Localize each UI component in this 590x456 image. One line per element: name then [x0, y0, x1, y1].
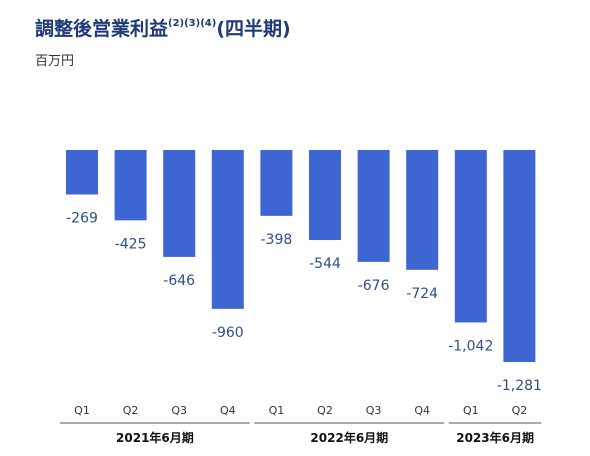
title-footnote-refs: (2)(3)(4): [168, 18, 217, 29]
period-label: 2022年6月期: [310, 430, 388, 445]
data-label: -544: [309, 256, 341, 272]
bar: [357, 150, 390, 262]
data-label: -724: [406, 286, 438, 302]
bar: [163, 150, 196, 257]
x-tick-label: Q1: [74, 404, 90, 417]
period-label: 2023年6月期: [456, 430, 534, 445]
bar: [211, 150, 244, 309]
x-tick-label: Q2: [512, 404, 528, 417]
bar: [114, 150, 147, 221]
data-label: -1,042: [448, 338, 493, 354]
x-tick-label: Q3: [366, 404, 382, 417]
data-label: -398: [261, 232, 293, 248]
title-main: 調整後営業利益: [35, 18, 169, 40]
data-label: -646: [163, 273, 195, 289]
x-tick-label: Q1: [269, 404, 285, 417]
bar: [406, 150, 439, 270]
chart-title: 調整後営業利益(2)(3)(4)(四半期): [35, 14, 291, 41]
x-tick-label: Q2: [123, 404, 139, 417]
x-tick-label: Q4: [414, 404, 430, 417]
x-tick-label: Q3: [171, 404, 187, 417]
title-suffix: (四半期): [216, 18, 291, 40]
x-tick-label: Q4: [220, 404, 236, 417]
data-label: -960: [212, 325, 244, 341]
unit-label: 百万円: [35, 54, 75, 69]
data-label: -1,281: [497, 378, 542, 394]
x-tick-label: Q1: [463, 404, 479, 417]
data-label: -425: [115, 236, 147, 252]
bar: [309, 150, 341, 241]
x-tick-label: Q2: [317, 404, 333, 417]
bar: [260, 150, 293, 216]
bar: [454, 150, 487, 323]
data-label: -676: [358, 278, 390, 294]
bar: [66, 150, 98, 195]
bar: [503, 150, 536, 362]
data-label: -269: [66, 211, 98, 227]
period-label: 2021年6月期: [116, 430, 194, 445]
